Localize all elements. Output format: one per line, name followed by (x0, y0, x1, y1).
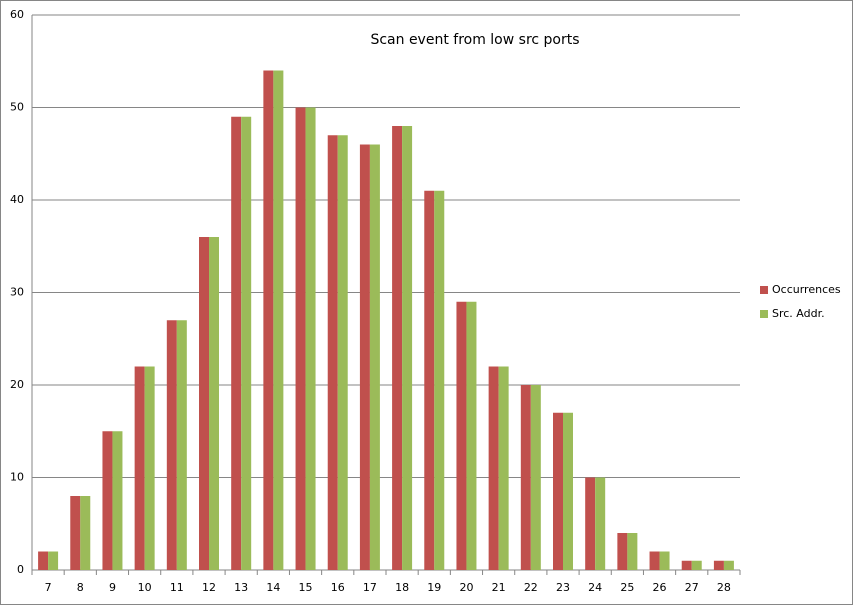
bar (659, 551, 670, 570)
x-tick-label: 16 (331, 581, 345, 594)
x-tick-label: 27 (685, 581, 699, 594)
bar (327, 135, 338, 570)
bar (144, 366, 155, 570)
bar (295, 107, 306, 570)
x-tick-label: 18 (395, 581, 409, 594)
legend-swatch (760, 310, 768, 318)
bar (456, 301, 467, 570)
x-tick-label: 19 (427, 581, 441, 594)
x-tick-label: 12 (202, 581, 216, 594)
bar (359, 144, 370, 570)
bar (553, 412, 563, 570)
x-tick-label: 17 (363, 581, 377, 594)
bar (134, 366, 145, 570)
bar (488, 366, 499, 570)
bar (305, 107, 316, 570)
bar (434, 190, 445, 570)
bar (466, 301, 477, 570)
bar (563, 412, 573, 570)
x-tick-label: 11 (170, 581, 184, 594)
bar (102, 431, 113, 570)
x-tick-label: 15 (299, 581, 313, 594)
bar (617, 533, 628, 570)
x-tick-label: 23 (556, 581, 570, 594)
bar (48, 551, 59, 570)
x-tick-label: 24 (588, 581, 602, 594)
bar (273, 70, 284, 570)
bar (691, 560, 702, 570)
x-tick-label: 20 (459, 581, 473, 594)
bar (402, 126, 413, 570)
x-tick-label: 28 (717, 581, 731, 594)
legend-swatch (760, 286, 768, 294)
legend-label: Occurrences (772, 283, 841, 296)
bar (263, 70, 274, 570)
x-tick-label: 13 (234, 581, 248, 594)
x-tick-label: 14 (266, 581, 280, 594)
bar (80, 496, 91, 570)
bar (112, 431, 123, 570)
y-tick-label: 40 (10, 193, 24, 206)
bar (337, 135, 348, 570)
chart-title: Scan event from low src ports (370, 32, 579, 48)
bar (392, 126, 403, 570)
y-tick-label: 20 (10, 378, 24, 391)
y-tick-label: 30 (10, 286, 24, 299)
x-tick-label: 10 (138, 581, 152, 594)
bar (585, 477, 596, 570)
bar (166, 320, 177, 570)
x-tick-label: 25 (620, 581, 634, 594)
bar (595, 477, 606, 570)
legend-label: Src. Addr. (772, 307, 825, 320)
y-tick-label: 0 (17, 563, 24, 576)
bar (176, 320, 187, 570)
bar (723, 560, 734, 570)
x-tick-label: 26 (653, 581, 667, 594)
y-tick-label: 10 (10, 471, 24, 484)
bar (231, 116, 242, 570)
bar (424, 190, 435, 570)
bar (530, 385, 541, 570)
y-tick-label: 60 (10, 8, 24, 21)
bar (627, 533, 638, 570)
x-tick-label: 8 (77, 581, 84, 594)
bar (209, 237, 219, 570)
x-tick-label: 9 (109, 581, 116, 594)
x-tick-label: 22 (524, 581, 538, 594)
bar (199, 237, 209, 570)
x-tick-label: 21 (492, 581, 506, 594)
y-tick-label: 50 (10, 101, 24, 114)
bar (713, 560, 724, 570)
bar (70, 496, 81, 570)
bar (498, 366, 509, 570)
bar (681, 560, 692, 570)
bar (369, 144, 380, 570)
bar (38, 551, 49, 570)
bar (649, 551, 660, 570)
bar (241, 116, 252, 570)
x-tick-label: 7 (45, 581, 52, 594)
bar (520, 385, 531, 570)
